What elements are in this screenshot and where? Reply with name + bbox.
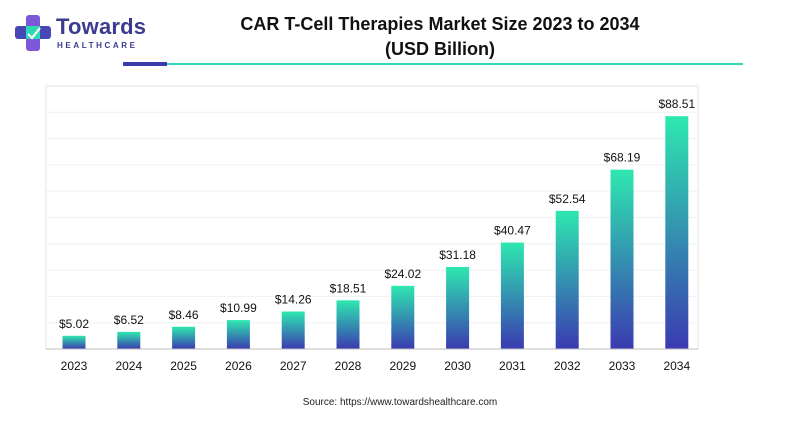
bar-2034 xyxy=(665,116,689,350)
bar-2031 xyxy=(500,242,524,349)
data-label-2033: $68.19 xyxy=(604,151,641,165)
bar-2024 xyxy=(117,331,141,349)
towards-healthcare-logo: Towards HEALTHCARE xyxy=(14,12,147,56)
logo-tagline: HEALTHCARE xyxy=(57,41,138,50)
x-tick-label-2024: 2024 xyxy=(115,359,142,373)
x-tick-label-2030: 2030 xyxy=(444,359,471,373)
divider-line xyxy=(167,63,743,65)
data-label-2034: $88.51 xyxy=(658,97,695,111)
x-tick-label-2032: 2032 xyxy=(554,359,581,373)
x-tick-label-2025: 2025 xyxy=(170,359,197,373)
bar-2033 xyxy=(610,169,634,349)
bar-2027 xyxy=(281,311,305,349)
data-label-2024: $6.52 xyxy=(114,313,144,327)
x-tick-label-2034: 2034 xyxy=(663,359,690,373)
x-tick-label-2023: 2023 xyxy=(61,359,88,373)
source-note: Source: https://www.towardshealthcare.co… xyxy=(302,397,498,408)
bar-2023 xyxy=(62,335,86,349)
bar-2025 xyxy=(172,326,196,349)
data-label-2032: $52.54 xyxy=(549,192,586,206)
bar-2029 xyxy=(391,285,415,349)
chart-title-line-2: (USD Billion) xyxy=(385,39,495,59)
x-tick-label-2031: 2031 xyxy=(499,359,526,373)
bar-2030 xyxy=(446,266,470,349)
data-label-2029: $24.02 xyxy=(384,267,421,281)
x-tick-label-2028: 2028 xyxy=(335,359,362,373)
data-label-2026: $10.99 xyxy=(220,301,257,315)
logo-name: Towards xyxy=(56,14,147,39)
chart-title-line-1: CAR T-Cell Therapies Market Size 2023 to… xyxy=(240,14,640,34)
bar-2032 xyxy=(555,210,579,349)
data-label-2025: $8.46 xyxy=(169,308,199,322)
data-label-2031: $40.47 xyxy=(494,224,531,238)
x-tick-label-2027: 2027 xyxy=(280,359,307,373)
x-tick-label-2026: 2026 xyxy=(225,359,252,373)
healthcare-cross-icon xyxy=(15,15,51,51)
chart-title: CAR T-Cell Therapies Market Size 2023 to… xyxy=(190,12,690,62)
divider-accent xyxy=(123,62,167,66)
bar-2028 xyxy=(336,300,360,349)
title-divider xyxy=(123,62,743,66)
data-label-2028: $18.51 xyxy=(330,281,367,295)
x-tick-label-2033: 2033 xyxy=(609,359,636,373)
x-tick-label-2029: 2029 xyxy=(389,359,416,373)
data-label-2027: $14.26 xyxy=(275,292,312,306)
data-label-2030: $31.18 xyxy=(439,248,476,262)
bar-2026 xyxy=(226,320,250,349)
data-label-2023: $5.02 xyxy=(59,317,89,331)
